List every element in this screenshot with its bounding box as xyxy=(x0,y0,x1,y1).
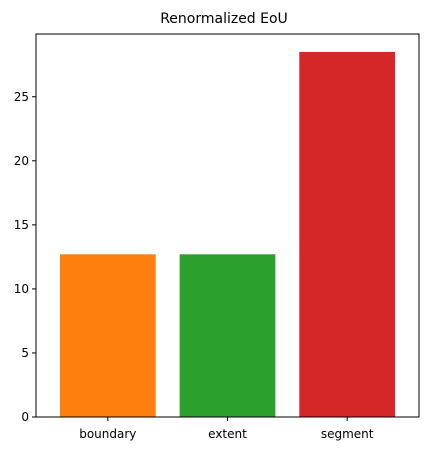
x-axis: boundary extent segment xyxy=(79,417,374,441)
x-tick-label: boundary xyxy=(79,427,136,441)
x-tick-label: segment xyxy=(321,427,374,441)
y-tick-label: 0 xyxy=(21,410,29,424)
y-tick-label: 20 xyxy=(14,154,29,168)
y-tick-label: 15 xyxy=(14,218,29,232)
bars-group xyxy=(59,51,396,418)
y-tick-label: 5 xyxy=(21,346,29,360)
chart-title: Renormalized EoU xyxy=(160,11,288,27)
bar-segment xyxy=(299,51,396,418)
x-tick-label: extent xyxy=(208,427,247,441)
plot-frame xyxy=(35,33,420,418)
bar-boundary xyxy=(59,254,156,417)
bar-extent xyxy=(179,254,276,417)
y-tick-label: 25 xyxy=(14,90,29,104)
y-tick-label: 10 xyxy=(14,282,29,296)
y-axis: 0 5 10 15 20 25 xyxy=(14,90,36,424)
